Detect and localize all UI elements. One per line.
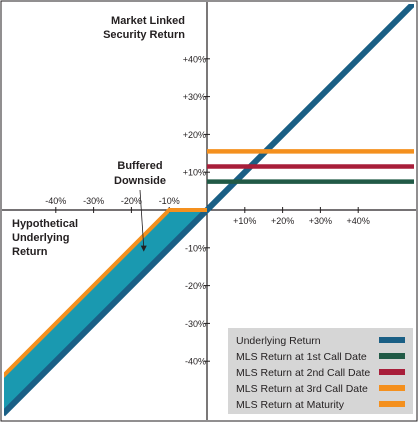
annotation-text-line: Downside — [114, 175, 166, 187]
legend-entry-label: MLS Return at 3rd Call Date — [236, 383, 368, 395]
legend: Underlying Return MLS Return at 1st Call … — [228, 328, 413, 414]
y-tick-label: -40% — [185, 357, 206, 367]
x-tick-label: +40% — [347, 216, 370, 226]
y-tick-label: -10% — [185, 243, 206, 253]
x-tick-label: +20% — [271, 216, 294, 226]
y-axis-title-line: Security Return — [103, 29, 185, 41]
series-layer — [4, 4, 414, 417]
y-tick-label: -20% — [185, 281, 206, 291]
annotation-background — [108, 155, 172, 189]
series-line-1 — [4, 4, 414, 417]
x-tick-label: -20% — [121, 196, 142, 206]
x-axis-title-line: Underlying — [12, 232, 69, 244]
legend-entry-swatch — [379, 369, 405, 375]
annotation-arrow-line — [139, 189, 145, 248]
axis-titles-layer: Market Linked Security Return Hypothetical… — [12, 15, 185, 258]
x-tick-label: -10% — [159, 196, 180, 206]
legend-entry-swatch — [379, 385, 405, 391]
legend-entry-swatch — [379, 401, 405, 407]
x-tick-label: -40% — [45, 196, 66, 206]
y-tick-label: -30% — [185, 319, 206, 329]
legend-entry-label: Underlying Return — [236, 335, 321, 347]
series-line-5 — [4, 208, 207, 378]
x-tick-label: +30% — [309, 216, 332, 226]
y-axis-title-line: Market Linked — [111, 15, 185, 27]
y-tick-label: +40% — [183, 54, 206, 64]
legend-entry-swatch — [379, 353, 405, 359]
annotation-text-line: Buffered — [117, 160, 162, 172]
legend-entry-swatch — [379, 337, 405, 343]
x-tick-label: -30% — [83, 196, 104, 206]
x-axis-title-line: Hypothetical — [12, 218, 78, 230]
legend-entry-label: MLS Return at 1st Call Date — [236, 351, 367, 363]
x-tick-label: +10% — [233, 216, 256, 226]
annotation-arrow-head — [140, 245, 147, 252]
legend-entry-label: MLS Return at Maturity — [236, 399, 345, 411]
legend-entry-label: MLS Return at 2nd Call Date — [236, 367, 370, 379]
x-axis-title-line: Return — [12, 246, 48, 258]
y-tick-label: +10% — [183, 168, 206, 178]
y-tick-label: +30% — [183, 92, 206, 102]
y-tick-label: +20% — [183, 130, 206, 140]
buffered-downside-annotation: Buffered Downside — [108, 155, 172, 252]
tick-labels-layer: -40% -30% -20% -10% +10% +20% +30% +40% +40% +30%… — [45, 54, 370, 366]
